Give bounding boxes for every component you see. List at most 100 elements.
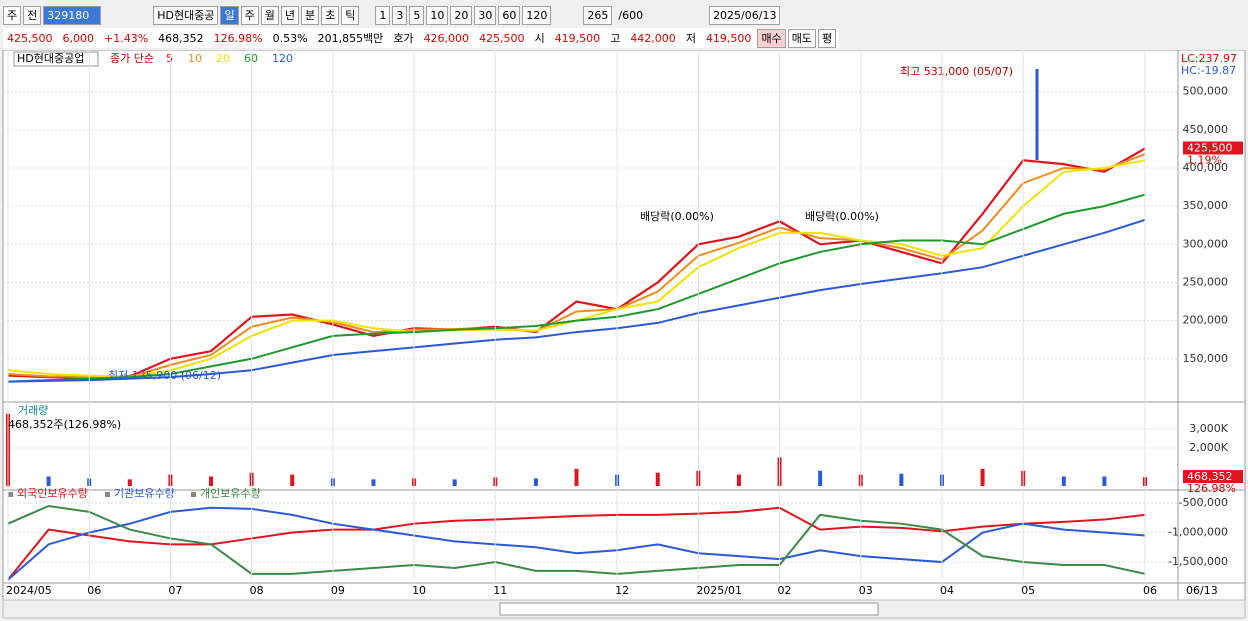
volume-ratio: 126.98%: [1187, 482, 1236, 495]
count-input[interactable]: 265: [583, 5, 613, 25]
toolbar-button[interactable]: 틱: [341, 5, 360, 25]
toolbar-button[interactable]: 월: [260, 5, 279, 25]
volume-bar: [1102, 476, 1107, 486]
toolbar-button[interactable]: 5: [409, 5, 425, 25]
x-tick-label: 02: [778, 584, 792, 597]
volume-bar: [46, 476, 51, 486]
y-tick-label: -1,500,000: [1168, 555, 1228, 568]
x-tick-label: 04: [940, 584, 954, 597]
x-tick-label: 03: [859, 584, 873, 597]
volume-bar: [452, 479, 457, 486]
y-tick-label: 250,000: [1183, 275, 1229, 288]
toolbar-button[interactable]: 년: [280, 5, 299, 25]
legend-entry: 20: [216, 52, 230, 65]
price-label: 425,500: [1187, 142, 1233, 155]
lc-label: LC:237.97: [1181, 52, 1237, 65]
toolbar-button[interactable]: 일: [220, 5, 239, 25]
y-tick-label: 150,000: [1183, 352, 1229, 365]
toolbar-button[interactable]: HD현대중공: [153, 5, 219, 25]
volume-bar: [533, 478, 538, 486]
quote-field: 468,352: [158, 31, 204, 45]
price-badge: [1183, 141, 1243, 155]
series-line: [7, 153, 1146, 379]
toolbar-button[interactable]: 30: [474, 5, 497, 25]
low-annotation: 최저 125,900 (06/12): [108, 369, 221, 382]
series-line: [7, 506, 1146, 581]
toolbar-button[interactable]: 20: [450, 5, 473, 25]
chart: 150,000 200,000 250,000 300,000 350,000 400,0…: [2, 50, 1246, 619]
toolbar-button[interactable]: 1: [375, 5, 391, 25]
volume-bar: [736, 474, 741, 486]
legend-entry: 개인보유수량: [200, 487, 261, 500]
legend-swatch: [191, 492, 196, 497]
volume-bar: [899, 473, 904, 486]
x-tick-label: 06: [1143, 584, 1157, 597]
quote-field: 0.53%: [272, 31, 308, 45]
date-input[interactable]: 2025/06/13: [709, 5, 781, 25]
order-button[interactable]: 매수: [757, 28, 786, 48]
dividend-annotation: 배당락(0.00%): [805, 210, 879, 223]
legend-swatch: [105, 492, 110, 497]
legend-entry: 60: [244, 52, 258, 65]
price-change: 1.19%: [1187, 154, 1222, 167]
quote-field: +1.43%: [104, 31, 149, 45]
toolbar-button[interactable]: 주: [3, 5, 22, 25]
scroll-thumb[interactable]: [499, 602, 879, 616]
current-volume: 468,352: [1187, 470, 1233, 483]
x-tick-label: 08: [250, 584, 264, 597]
high-annotation: 최고 531,000 (05/07): [900, 65, 1013, 78]
volume-bar: [574, 468, 579, 486]
quote-field: 시: [534, 32, 545, 45]
legend-prefix: 종가 단순: [110, 52, 154, 65]
toolbar-button[interactable]: 329180: [43, 5, 102, 25]
chart-frame: [2, 50, 1246, 601]
title-box: [13, 51, 99, 67]
x-tick-label: 06: [87, 584, 101, 597]
volume-bar: [818, 470, 823, 486]
volume-bar: [209, 476, 214, 486]
legend-swatch: [8, 492, 13, 497]
quote-field: 419,500: [554, 31, 601, 45]
volume-bar: [371, 479, 376, 486]
count-max: /600: [618, 8, 644, 22]
toolbar-button[interactable]: 전: [23, 5, 42, 25]
x-tick-label: 10: [412, 584, 426, 597]
order-button[interactable]: 매도: [787, 28, 816, 48]
y-tick-label: 350,000: [1183, 199, 1229, 212]
series-line: [7, 504, 1146, 575]
x-end-label: 06/13: [1186, 584, 1218, 597]
toolbar-button[interactable]: 주: [240, 5, 259, 25]
y-tick-label: 3,000K: [1189, 422, 1228, 435]
y-tick-label: -1,000,000: [1168, 526, 1228, 539]
quote-field: 425,500: [7, 31, 53, 45]
y-tick-label: 300,000: [1183, 237, 1229, 250]
order-button[interactable]: 평: [817, 28, 837, 48]
legend-entry: 외국인보유수량: [17, 487, 88, 500]
legend-entry: 10: [188, 52, 202, 65]
toolbar-button[interactable]: 분: [300, 5, 320, 25]
x-tick-label: 11: [493, 584, 507, 597]
volume-info: 468,352주(126.98%): [8, 418, 121, 431]
y-tick-label: 450,000: [1183, 123, 1229, 136]
quote-bar: 425,500 6,000 +1.43% 468,352 126.98% 0.53% 201…: [3, 28, 839, 48]
y-tick-label: 200,000: [1183, 314, 1229, 327]
x-tick-label: 2025/01: [696, 584, 742, 597]
panel-title: 거래량: [18, 404, 48, 417]
y-tick-label: -500,000: [1179, 496, 1228, 509]
toolbar-button[interactable]: 120: [522, 5, 552, 25]
volume-bar: [127, 479, 132, 486]
volume-bar: [655, 472, 660, 486]
x-tick-label: 09: [331, 584, 345, 597]
legend-entry: 기관보유수량: [114, 487, 175, 500]
x-tick-label: 2024/05: [6, 584, 52, 597]
toolbar-button[interactable]: 60: [498, 5, 521, 25]
series-line: [7, 147, 1146, 379]
toolbar-button[interactable]: 10: [426, 5, 449, 25]
toolbar-button[interactable]: 3: [392, 5, 408, 25]
volume-bar: [980, 468, 985, 486]
toolbar-button[interactable]: 초: [321, 5, 340, 25]
x-tick-label: 05: [1021, 584, 1035, 597]
quote-field: 6,000: [62, 31, 95, 45]
hc-label: HC:-19.87: [1181, 64, 1236, 77]
